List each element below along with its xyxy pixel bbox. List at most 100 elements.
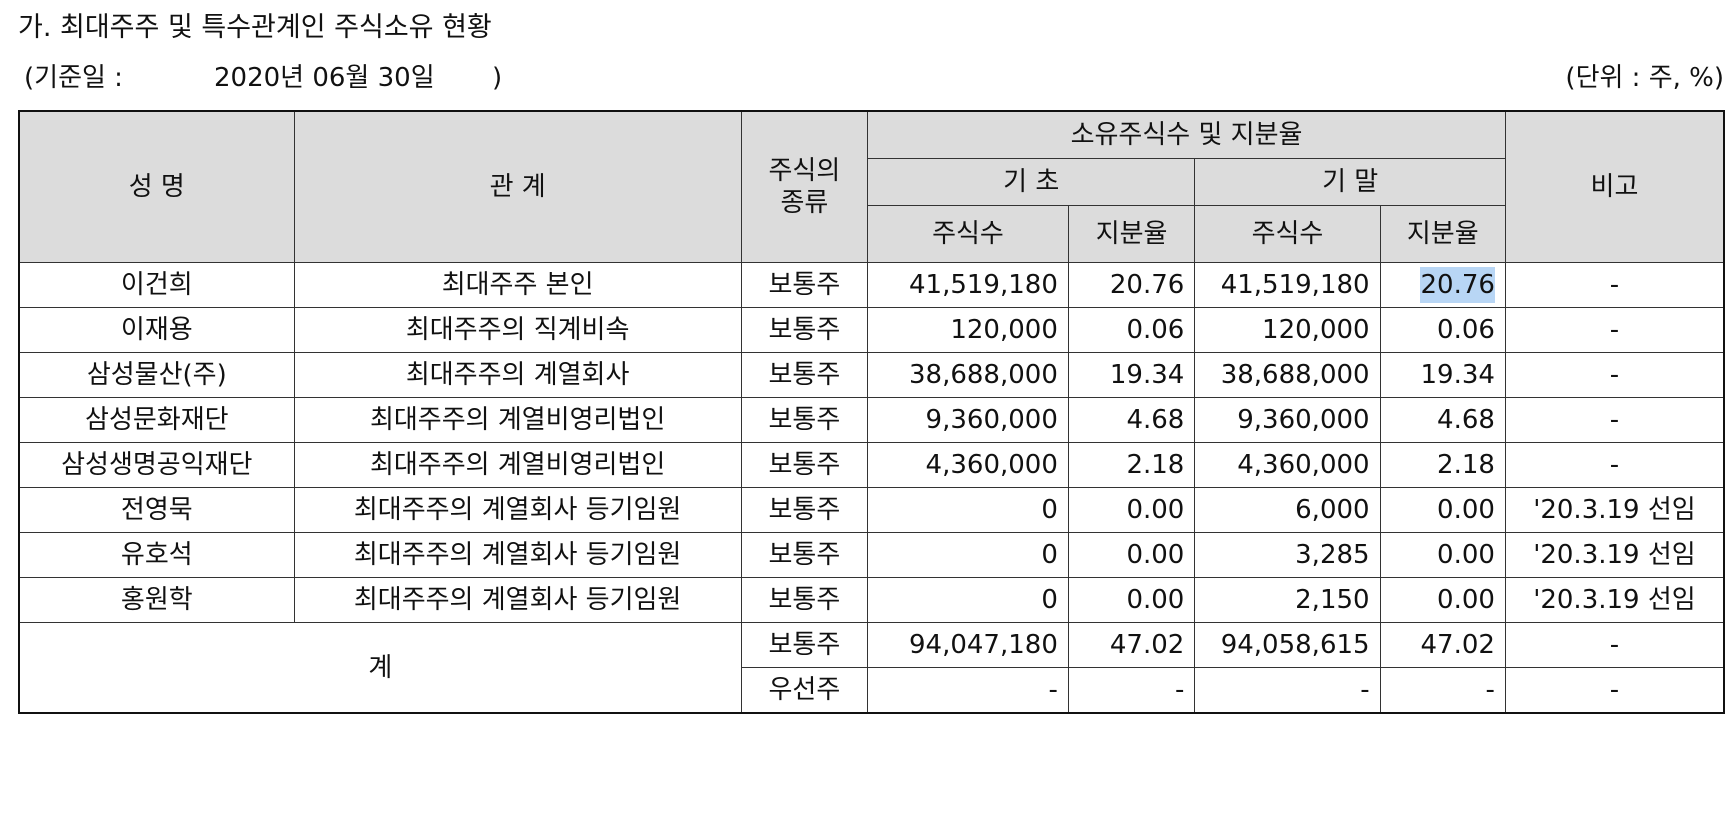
- cell-relation: 최대주주의 직계비속: [293, 307, 742, 353]
- cell-note: -: [1504, 442, 1725, 488]
- cell-end-ratio: 0.00: [1379, 532, 1506, 578]
- table-row: 삼성생명공익재단 최대주주의 계열비영리법인 보통주 4,360,000 2.1…: [18, 442, 1725, 488]
- header-note: 비고: [1504, 110, 1725, 263]
- cell-name: 삼성생명공익재단: [18, 442, 295, 488]
- base-date-value: 2020년 06월 30일: [214, 63, 435, 93]
- cell-relation: 최대주주의 계열회사 등기임원: [293, 532, 742, 578]
- cell-stock-type: 보통주: [740, 487, 869, 533]
- cell-end-shares: 2,150: [1194, 577, 1381, 623]
- cell-start-shares: 9,360,000: [867, 397, 1069, 443]
- cell-stock-type: 보통주: [740, 577, 869, 623]
- cell-relation: 최대주주의 계열회사 등기임원: [293, 487, 742, 533]
- cell-start-ratio: 0.00: [1067, 487, 1196, 533]
- header-period-end: 기 말: [1194, 158, 1506, 206]
- cell-note: '20.3.19 선임: [1504, 577, 1725, 623]
- cell-stock-type: 보통주: [740, 307, 869, 353]
- cell-name: 삼성물산(주): [18, 352, 295, 398]
- cell-stock-type: 보통주: [740, 442, 869, 488]
- shareholder-table: 성 명 관 계 주식의 종류 소유주식수 및 지분율 비고 기 초 기 말 주식…: [18, 110, 1725, 714]
- cell-end-shares: 41,519,180: [1194, 262, 1381, 308]
- cell-end-shares: 94,058,615: [1194, 622, 1381, 668]
- cell-start-shares: -: [867, 667, 1069, 714]
- cell-relation: 최대주주 본인: [293, 262, 742, 308]
- cell-start-shares: 94,047,180: [867, 622, 1069, 668]
- table-row: 전영묵 최대주주의 계열회사 등기임원 보통주 0 0.00 6,000 0.0…: [18, 487, 1725, 533]
- cell-start-shares: 120,000: [867, 307, 1069, 353]
- unit-label: (단위 : 주, %): [1565, 63, 1724, 93]
- cell-end-ratio: 4.68: [1379, 397, 1506, 443]
- cell-start-ratio: 4.68: [1067, 397, 1196, 443]
- cell-stock-type: 보통주: [740, 532, 869, 578]
- cell-start-ratio: 19.34: [1067, 352, 1196, 398]
- cell-end-shares: 38,688,000: [1194, 352, 1381, 398]
- table-row: 유호석 최대주주의 계열회사 등기임원 보통주 0 0.00 3,285 0.0…: [18, 532, 1725, 578]
- selected-text: 20.76: [1420, 267, 1495, 303]
- cell-name: 이재용: [18, 307, 295, 353]
- cell-start-ratio: -: [1067, 667, 1196, 714]
- cell-start-shares: 4,360,000: [867, 442, 1069, 488]
- cell-end-ratio: 0.06: [1379, 307, 1506, 353]
- cell-start-shares: 0: [867, 577, 1069, 623]
- base-date-close: ): [492, 63, 503, 93]
- cell-name: 이건희: [18, 262, 295, 308]
- base-date-line: (기준일 : 2020년 06월 30일 ) (단위 : 주, %): [24, 60, 1724, 96]
- total-row-preferred: 우선주 - - - - -: [19, 667, 1725, 714]
- cell-relation: 최대주주의 계열회사 등기임원: [293, 577, 742, 623]
- cell-end-shares: 120,000: [1194, 307, 1381, 353]
- cell-name: 삼성문화재단: [18, 397, 295, 443]
- cell-start-shares: 41,519,180: [867, 262, 1069, 308]
- cell-start-ratio: 20.76: [1067, 262, 1196, 308]
- table-row: 홍원학 최대주주의 계열회사 등기임원 보통주 0 0.00 2,150 0.0…: [18, 577, 1725, 623]
- cell-stock-type: 보통주: [740, 262, 869, 308]
- cell-start-shares: 0: [867, 532, 1069, 578]
- cell-end-ratio: 47.02: [1379, 622, 1506, 668]
- cell-stock-type: 보통주: [740, 622, 869, 668]
- cell-relation: 최대주주의 계열회사: [293, 352, 742, 398]
- header-start-ratio: 지분율: [1067, 205, 1196, 263]
- cell-end-shares: -: [1194, 667, 1381, 714]
- cell-end-shares: 4,360,000: [1194, 442, 1381, 488]
- cell-relation: 최대주주의 계열비영리법인: [293, 397, 742, 443]
- table-header: 성 명 관 계 주식의 종류 소유주식수 및 지분율 비고 기 초 기 말 주식…: [18, 110, 1725, 263]
- cell-name: 전영묵: [18, 487, 295, 533]
- table-row: 삼성물산(주) 최대주주의 계열회사 보통주 38,688,000 19.34 …: [18, 352, 1725, 398]
- cell-start-ratio: 0.06: [1067, 307, 1196, 353]
- cell-start-ratio: 2.18: [1067, 442, 1196, 488]
- table-row: 이재용 최대주주의 직계비속 보통주 120,000 0.06 120,000 …: [18, 307, 1725, 353]
- section-heading: 가. 최대주주 및 특수관계인 주식소유 현황: [18, 12, 492, 43]
- header-ownership: 소유주식수 및 지분율: [867, 110, 1506, 159]
- cell-stock-type: 우선주: [740, 667, 869, 714]
- cell-end-ratio: 19.34: [1379, 352, 1506, 398]
- base-date-label: (기준일 :: [24, 63, 123, 93]
- cell-end-ratio: -: [1379, 667, 1506, 714]
- cell-name: 홍원학: [18, 577, 295, 623]
- cell-end-ratio: 20.76: [1379, 262, 1506, 308]
- cell-note: -: [1504, 352, 1725, 398]
- table-row: 이건희 최대주주 본인 보통주 41,519,180 20.76 41,519,…: [18, 262, 1725, 308]
- header-stock-type: 주식의 종류: [740, 110, 869, 263]
- cell-note: '20.3.19 선임: [1504, 487, 1725, 533]
- cell-start-ratio: 0.00: [1067, 532, 1196, 578]
- cell-end-shares: 9,360,000: [1194, 397, 1381, 443]
- cell-end-ratio: 2.18: [1379, 442, 1506, 488]
- cell-note: -: [1504, 262, 1725, 308]
- cell-note: -: [1504, 622, 1725, 668]
- cell-end-ratio: 0.00: [1379, 487, 1506, 533]
- header-end-shares: 주식수: [1194, 205, 1381, 263]
- cell-start-shares: 0: [867, 487, 1069, 533]
- header-relation: 관 계: [293, 110, 742, 263]
- header-start-shares: 주식수: [867, 205, 1069, 263]
- cell-relation: 최대주주의 계열비영리법인: [293, 442, 742, 488]
- cell-end-shares: 3,285: [1194, 532, 1381, 578]
- header-period-start: 기 초: [867, 158, 1196, 206]
- header-name: 성 명: [18, 110, 295, 263]
- table-body: 이건희 최대주주 본인 보통주 41,519,180 20.76 41,519,…: [18, 262, 1725, 714]
- cell-note: -: [1504, 307, 1725, 353]
- total-row-common: 계 보통주 94,047,180 47.02 94,058,615 47.02 …: [18, 622, 1725, 714]
- cell-end-ratio: 0.00: [1379, 577, 1506, 623]
- header-end-ratio: 지분율: [1379, 205, 1506, 263]
- cell-stock-type: 보통주: [740, 352, 869, 398]
- cell-start-shares: 38,688,000: [867, 352, 1069, 398]
- cell-note: -: [1504, 397, 1725, 443]
- cell-stock-type: 보통주: [740, 397, 869, 443]
